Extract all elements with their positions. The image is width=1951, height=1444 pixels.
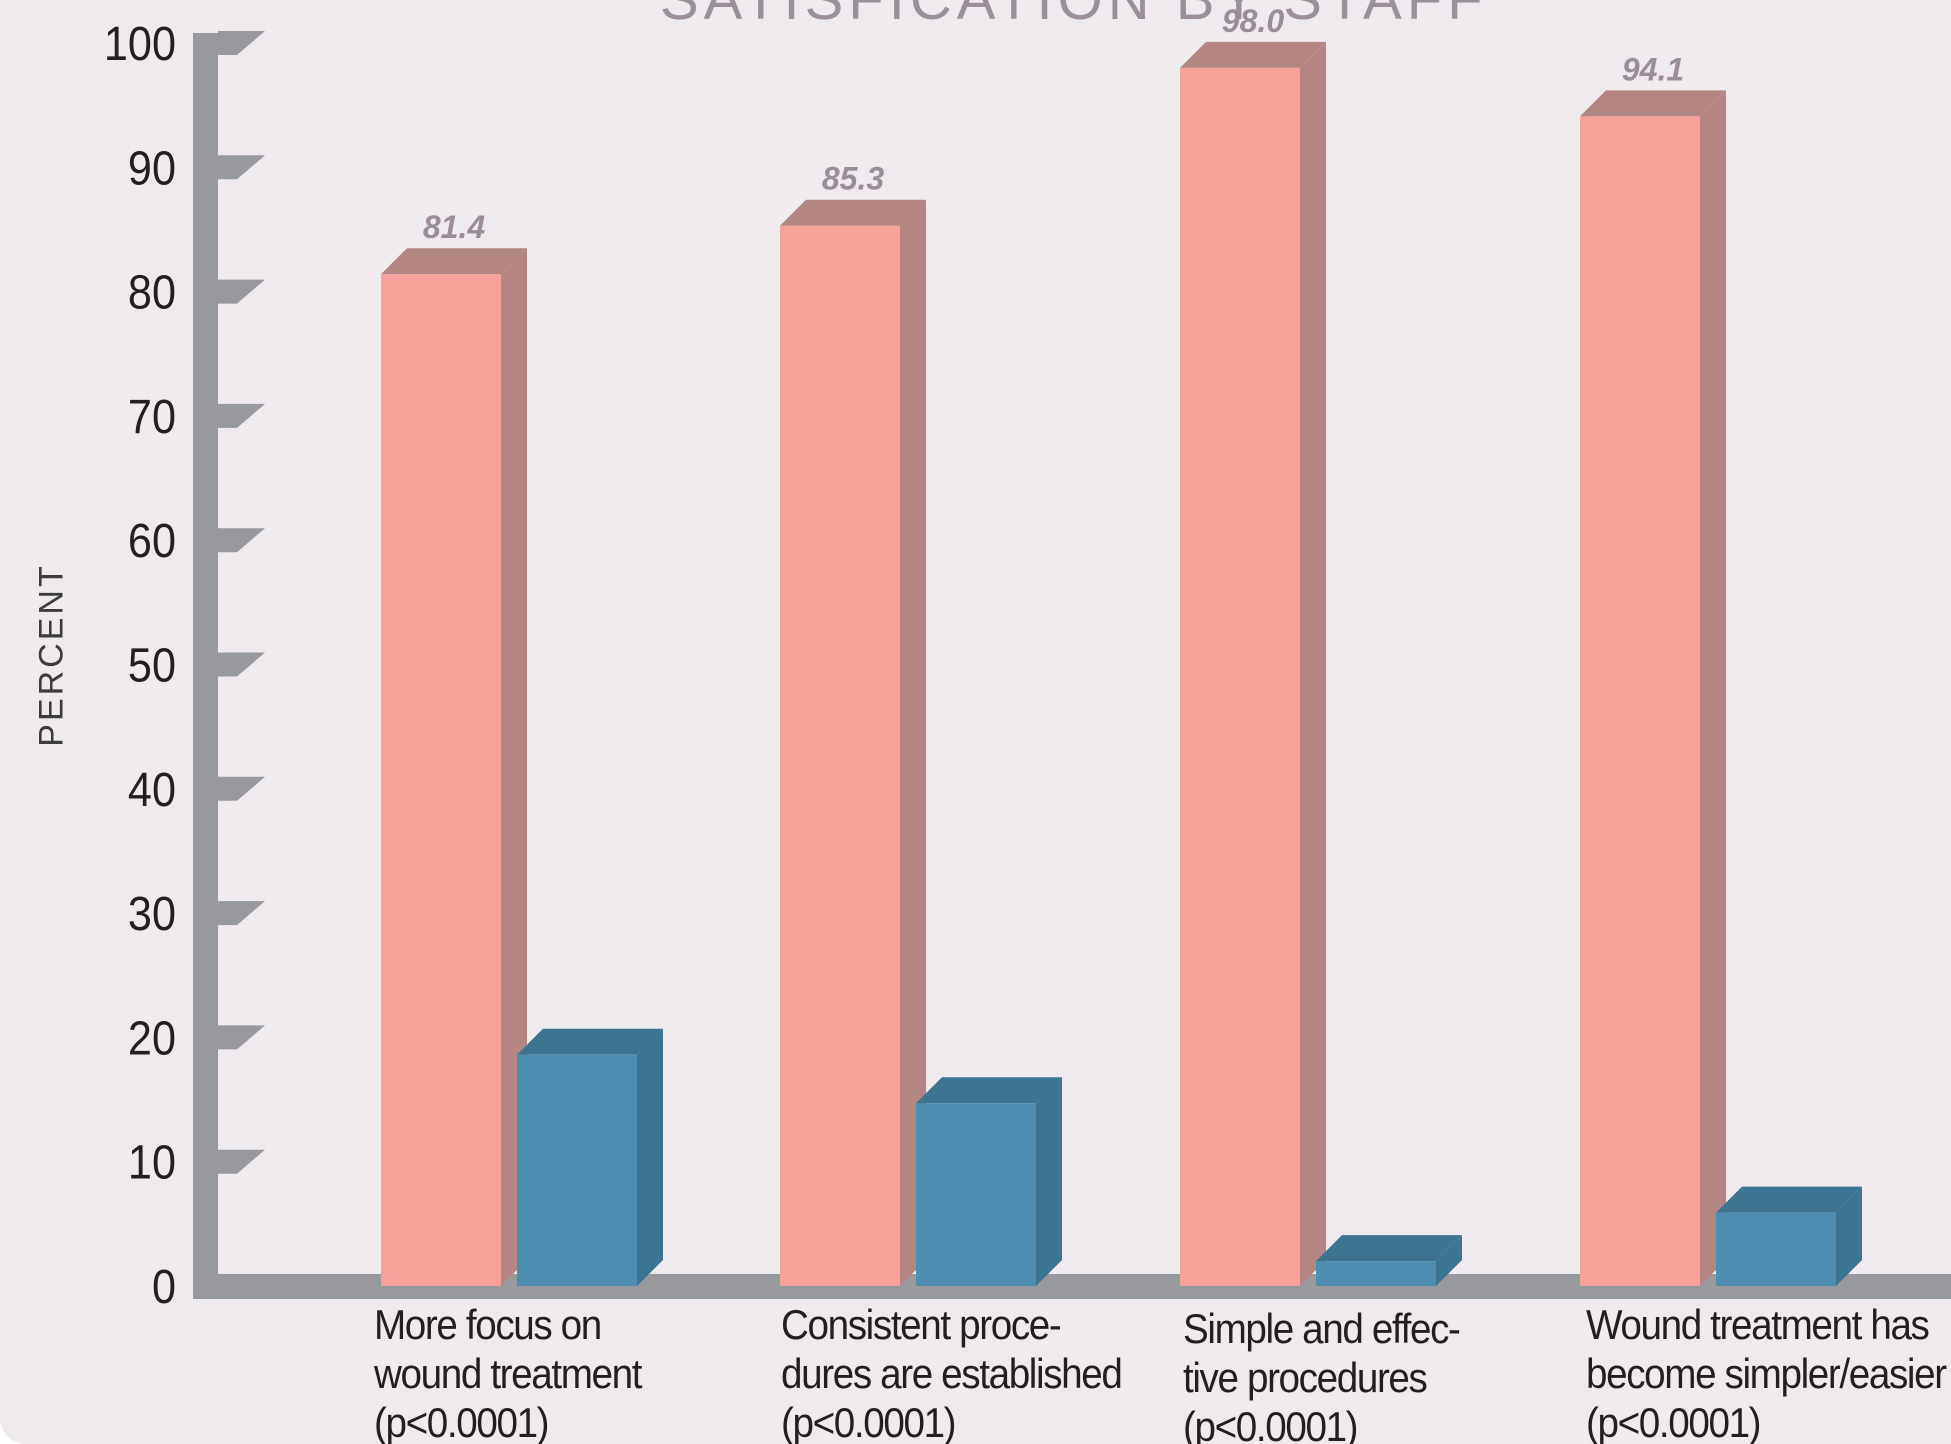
category-label-2: Simple and effec-tive procedures (p<0.000… [1183,1304,1461,1444]
category-label-line: dures are established [781,1350,1123,1397]
y-tick-80 [218,279,265,304]
value-label-c3: 94.1 [1622,51,1684,87]
category-label-line: More focus on [374,1301,602,1348]
y-tick-10 [218,1149,265,1174]
bar-top-s0-c0 [381,248,527,275]
bar-s0-c1 [780,225,900,1287]
y-axis-line [193,33,218,1299]
y-tick-label-10: 10 [128,1136,176,1190]
bar-side-s0-c1 [900,199,926,1287]
y-tick-label-30: 30 [128,887,176,941]
y-tick-50 [218,652,265,677]
bar-top-s0-c3 [1580,90,1726,117]
bar-side-s1-c3 [1836,1186,1862,1286]
bar-side-s0-c2 [1300,41,1326,1287]
bar-side-s1-c2 [1436,1235,1462,1286]
y-tick-40 [218,776,265,801]
value-label-c2: 98.0 [1222,3,1284,39]
y-tick-30 [218,901,265,926]
value-label-c0: 81.4 [423,209,485,245]
y-tick-label-70: 70 [128,390,176,444]
y-tick-100 [218,31,265,55]
category-label-line: Consistent proce- [781,1301,1062,1348]
chart-title: SATISFICATION BY STAFF [660,0,1488,33]
category-label-line: become simpler/easier [1586,1350,1947,1397]
bar-s0-c0 [381,274,501,1286]
bar-top-s1-c3 [1716,1186,1862,1213]
y-tick-label-90: 90 [128,141,176,195]
bar-side-s0-c0 [501,248,527,1286]
category-label-line: Wound treatment has [1586,1301,1930,1348]
bar-top-s1-c1 [916,1077,1062,1104]
category-label-line: tive procedures [1183,1354,1428,1401]
bar-s1-c3 [1716,1212,1836,1286]
bar-s1-c2 [1316,1261,1436,1286]
y-tick-label-80: 80 [128,266,176,320]
bar-s0-c3 [1580,116,1700,1286]
category-label-1: Consistent proce-dures are established (p… [781,1300,1123,1444]
category-label-line: Simple and effec- [1183,1305,1461,1352]
value-label-c1: 85.3 [822,161,884,197]
bar-top-s1-c2 [1316,1235,1462,1262]
bar-top-s1-c0 [517,1028,663,1055]
category-label-3: Wound treatment has become simpler/easier… [1586,1300,1947,1444]
y-tick-20 [218,1025,265,1050]
category-label-line: (p<0.0001) [1183,1403,1359,1444]
bar-side-s0-c3 [1700,90,1726,1286]
bar-side-s1-c1 [1036,1077,1062,1286]
y-tick-90 [218,155,265,180]
y-tick-label-60: 60 [128,514,176,568]
y-tick-label-40: 40 [128,763,176,817]
y-tick-70 [218,403,265,428]
category-label-line: (p<0.0001) [374,1399,550,1444]
bar-s0-c2 [1180,67,1300,1287]
y-tick-label-20: 20 [128,1011,176,1065]
y-tick-label-100: 100 [104,17,176,71]
y-tick-label-50: 50 [128,638,176,692]
category-label-line: (p<0.0001) [1586,1399,1762,1444]
category-label-line: wound treatment [374,1350,643,1397]
y-tick-label-0: 0 [152,1260,176,1314]
bar-s1-c1 [916,1103,1036,1286]
bar-top-s0-c2 [1180,41,1326,68]
category-label-line: (p<0.0001) [781,1399,957,1444]
y-tick-60 [218,528,265,553]
bar-top-s0-c1 [780,199,926,226]
category-label-0: More focus on wound treatment (p<0.0001) [374,1300,643,1444]
bar-side-s1-c0 [637,1028,663,1286]
bar-s1-c0 [517,1054,637,1286]
